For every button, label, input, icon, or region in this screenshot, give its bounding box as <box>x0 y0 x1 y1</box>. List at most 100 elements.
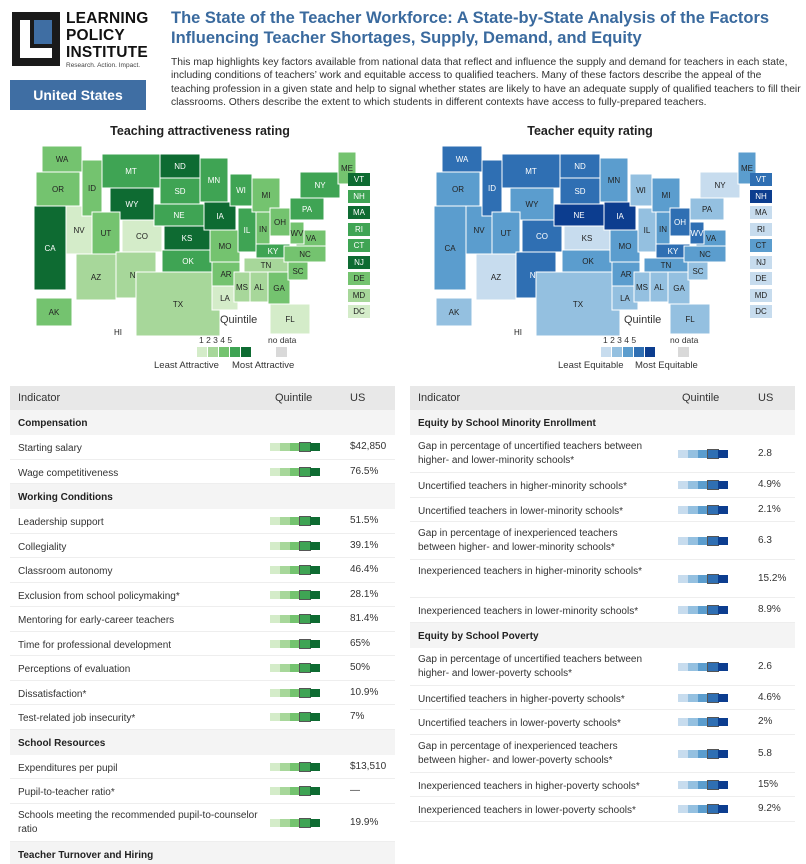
state-shape[interactable] <box>75 253 117 301</box>
small-state-md[interactable]: MD <box>348 288 370 302</box>
state-fl[interactable]: FL <box>269 303 311 335</box>
state-il[interactable]: IL <box>637 207 657 253</box>
state-ny[interactable]: NY <box>299 171 341 199</box>
state-oh[interactable]: OH <box>669 207 691 237</box>
table-row[interactable]: Classroom autonomy 46.4% <box>10 558 395 583</box>
state-mi[interactable]: MI <box>651 177 681 213</box>
state-nv[interactable]: NV <box>65 205 93 255</box>
state-il[interactable]: IL <box>237 207 257 253</box>
state-az[interactable]: AZ <box>475 253 517 301</box>
state-sd[interactable]: SD <box>559 177 601 205</box>
table-row[interactable]: Inexperienced teachers in lower-poverty … <box>410 797 795 822</box>
small-state-ma[interactable]: MA <box>750 206 772 219</box>
country-select-button[interactable]: United States <box>10 80 146 110</box>
state-shape[interactable] <box>689 221 705 245</box>
table-row[interactable]: Time for professional development 65% <box>10 632 395 656</box>
state-wv[interactable]: WV <box>689 221 705 245</box>
state-mi[interactable]: MI <box>251 177 281 213</box>
state-wa[interactable]: WA <box>41 145 83 173</box>
equity-map[interactable]: WAORCANVIDMTWYUTCOAZNMNDSDNEKSOKTXMNIAMO… <box>426 138 786 344</box>
state-ca[interactable]: CA <box>33 205 67 291</box>
state-shape[interactable] <box>289 221 305 245</box>
table-row[interactable]: Gap in percentage of uncertified teacher… <box>410 435 795 473</box>
state-shape[interactable] <box>599 157 629 203</box>
table-row[interactable]: Gap in percentage of inexperienced teach… <box>410 522 795 560</box>
state-shape[interactable] <box>199 157 229 203</box>
state-shape[interactable] <box>163 225 211 251</box>
state-or[interactable]: OR <box>435 171 481 207</box>
table-row[interactable]: Perceptions of evaluation 50% <box>10 656 395 681</box>
table-row[interactable]: Wage competitiveness 76.5% <box>10 460 395 484</box>
small-state-ri[interactable]: RI <box>348 222 370 236</box>
state-nc[interactable]: NC <box>683 245 727 263</box>
state-ms[interactable]: MS <box>233 271 251 303</box>
state-ut[interactable]: UT <box>491 211 521 255</box>
state-ks[interactable]: KS <box>563 225 611 251</box>
state-ms[interactable]: MS <box>633 271 651 303</box>
small-state-nj[interactable]: NJ <box>348 255 370 269</box>
table-row[interactable]: Gap in percentage of uncertified teacher… <box>410 648 795 686</box>
state-shape[interactable] <box>105 325 131 339</box>
state-tx[interactable]: TX <box>135 271 221 337</box>
state-oh[interactable]: OH <box>269 207 291 237</box>
small-state-nh[interactable]: NH <box>750 189 772 203</box>
attractiveness-map[interactable]: WAORCANVIDMTWYUTCOAZNMNDSDNEKSOKTXMNIAMO… <box>26 138 386 344</box>
state-fl[interactable]: FL <box>669 303 711 335</box>
small-state-de[interactable]: DE <box>750 272 772 285</box>
state-tn[interactable]: TN <box>243 257 289 273</box>
table-row[interactable]: Expenditures per pupil $13,510 <box>10 755 395 779</box>
state-mo[interactable]: MO <box>209 229 241 263</box>
table-row[interactable]: Uncertified teachers in higher-poverty s… <box>410 686 795 710</box>
state-shape[interactable] <box>203 201 237 231</box>
state-nc[interactable]: NC <box>283 245 327 263</box>
state-wa[interactable]: WA <box>441 145 483 173</box>
state-nv[interactable]: NV <box>465 205 493 255</box>
state-hi[interactable]: HI <box>105 325 131 339</box>
small-state-md[interactable]: MD <box>750 288 772 302</box>
table-row[interactable]: Uncertified teachers in higher-minority … <box>410 473 795 498</box>
state-shape[interactable] <box>505 325 531 339</box>
small-state-vt[interactable]: VT <box>348 173 370 186</box>
state-mt[interactable]: MT <box>101 153 161 189</box>
table-row[interactable]: Test-related job insecurity* 7% <box>10 705 395 730</box>
table-row[interactable]: Inexperienced teachers in higher-minorit… <box>410 560 795 598</box>
table-row[interactable]: Schools meeting the recommended pupil-to… <box>10 804 395 842</box>
state-ia[interactable]: IA <box>603 201 637 231</box>
table-row[interactable]: Exclusion from school policymaking* 28.1% <box>10 583 395 607</box>
table-row[interactable]: Inexperienced teachers in higher-poverty… <box>410 773 795 797</box>
state-shape[interactable] <box>435 171 481 207</box>
small-state-dc[interactable]: DC <box>348 305 370 318</box>
state-id[interactable]: ID <box>81 159 103 217</box>
state-shape[interactable] <box>35 297 73 327</box>
state-nd[interactable]: ND <box>159 153 201 179</box>
state-wi[interactable]: WI <box>229 173 253 207</box>
state-shape[interactable] <box>91 211 121 255</box>
state-in[interactable]: IN <box>255 211 271 247</box>
state-pa[interactable]: PA <box>289 197 325 221</box>
state-shape[interactable] <box>269 303 311 335</box>
state-mn[interactable]: MN <box>599 157 629 203</box>
state-al[interactable]: AL <box>249 271 269 303</box>
state-shape[interactable] <box>135 271 221 337</box>
state-hi[interactable]: HI <box>505 325 531 339</box>
state-ok[interactable]: OK <box>561 249 615 273</box>
state-ga[interactable]: GA <box>667 271 691 305</box>
small-state-ma[interactable]: MA <box>348 206 370 219</box>
state-in[interactable]: IN <box>655 211 671 247</box>
table-row[interactable]: Dissatisfaction* 10.9% <box>10 681 395 705</box>
state-ne[interactable]: NE <box>153 203 205 227</box>
state-ks[interactable]: KS <box>163 225 211 251</box>
state-ga[interactable]: GA <box>267 271 291 305</box>
state-ak[interactable]: AK <box>435 297 473 327</box>
state-sc[interactable]: SC <box>287 261 309 281</box>
small-state-ct[interactable]: CT <box>750 239 772 252</box>
state-mn[interactable]: MN <box>199 157 229 203</box>
state-ne[interactable]: NE <box>553 203 605 227</box>
table-row[interactable]: Collegiality 39.1% <box>10 534 395 558</box>
table-row[interactable]: Gap in percentage of inexperienced teach… <box>410 735 795 773</box>
table-row[interactable]: Leadership support 51.5% <box>10 509 395 534</box>
state-mo[interactable]: MO <box>609 229 641 263</box>
state-shape[interactable] <box>435 297 473 327</box>
state-ut[interactable]: UT <box>91 211 121 255</box>
table-row[interactable]: Uncertified teachers in lower-poverty sc… <box>410 710 795 735</box>
